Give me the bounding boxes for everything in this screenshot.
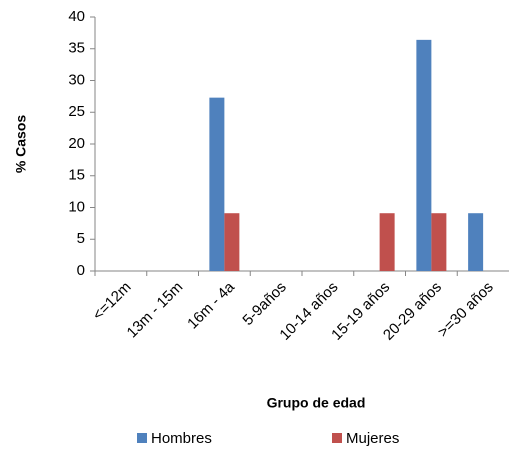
y-tick-label: 0 [77,262,85,279]
y-tick-label: 30 [68,71,85,88]
bar [431,213,447,271]
bar [468,213,484,271]
legend-swatch [137,433,147,443]
y-tick-label: 15 [68,167,85,184]
legend-swatch [332,433,342,443]
y-tick-label: 20 [68,135,85,152]
y-axis-label: % Casos [13,115,29,174]
bar [416,39,432,271]
legend-label: Mujeres [346,430,399,447]
bar [379,213,395,271]
y-tick-label: 5 [77,230,85,247]
bar [209,97,225,272]
x-tick-label: <=12m [89,279,134,324]
y-tick-label: 25 [68,103,85,120]
y-tick-label: 40 [68,8,85,25]
x-tick-label: 5-9años [239,279,289,329]
y-tick-label: 35 [68,40,85,57]
legend-label: Hombres [151,430,212,447]
x-tick-label: 13m - 15m [124,279,187,342]
x-axis-label: Grupo de edad [267,395,366,411]
x-tick-label: >=30 años [435,279,497,341]
bar [224,213,240,271]
y-tick-label: 10 [68,198,85,215]
x-tick-label: 16m - 4a [184,278,238,332]
